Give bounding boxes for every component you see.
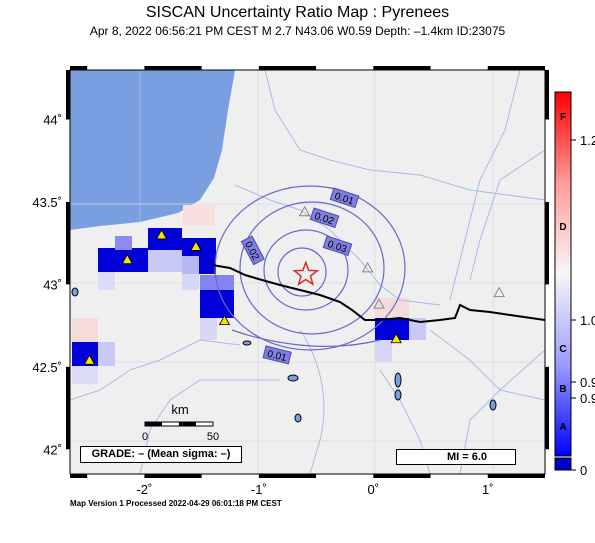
station-unused-icon: [361, 261, 374, 273]
colorbar-value: 0: [580, 463, 587, 478]
station-used-icon: [190, 240, 202, 251]
uncertainty-cells: [72, 205, 426, 384]
lat-tick-label: 44˚: [43, 112, 62, 127]
lat-tick-label: 42˚: [43, 442, 62, 457]
station-used-icon: [121, 253, 133, 265]
frame-segment: [487, 474, 545, 478]
station-used-icon: [83, 354, 96, 365]
unused-stations: [298, 205, 506, 309]
star-icon: [292, 260, 320, 286]
country-border: [211, 264, 545, 324]
frame-segment: [144, 474, 202, 478]
sea-area: [70, 70, 235, 230]
frame-segment: [70, 474, 88, 478]
frame-segment: [373, 474, 431, 478]
lon-tick-label: -2˚: [136, 482, 152, 497]
frame-segment: [258, 474, 317, 478]
grade-label: B: [559, 384, 566, 395]
colorbar-value: 0.9: [580, 391, 595, 406]
grade-label: F: [560, 112, 566, 123]
axis-tick-labels: -2˚ -1˚ 0˚ 1˚ 44˚ 43.5˚ 43˚ 42.5˚ 42˚: [32, 112, 493, 497]
contour-label: 0.01: [266, 349, 288, 364]
lat-tick-label: 43.5˚: [32, 195, 62, 210]
frame-segment: [258, 66, 317, 70]
map-footer: Map Version 1 Processed 2022-04-29 06:01…: [70, 499, 282, 508]
mi-legend: MI = 6.0: [396, 449, 516, 465]
station-unused-icon: [373, 298, 385, 309]
lakes: [71, 287, 497, 423]
colorbar-value: 0.9: [580, 375, 595, 390]
scale-bar: km 0 50: [142, 402, 219, 443]
station-unused-icon: [493, 286, 506, 298]
station-used-icon: [155, 229, 168, 240]
frame-segment: [70, 66, 88, 70]
mi-value: MI = 6.0: [447, 451, 488, 463]
frame-segment: [545, 201, 549, 285]
event-info: Apr 8, 2022 06:56:21 PM CEST M 2.7 N43.0…: [89, 24, 506, 38]
frame-border-ticks: [66, 66, 549, 478]
grade-label: D: [559, 222, 566, 233]
station-used-icon: [218, 314, 231, 326]
map-title: SISCAN Uncertainty Ratio Map : Pyrenees: [145, 4, 450, 21]
lat-tick-label: 43˚: [43, 277, 62, 292]
lat-tick-label: 42.5˚: [32, 360, 62, 375]
station-unused-icon: [298, 205, 311, 217]
station-used-icon: [390, 332, 402, 344]
frame-segment: [545, 366, 549, 450]
frame-segment: [144, 66, 202, 70]
colorbar-value: 1.2: [580, 133, 595, 148]
graticule: [70, 70, 545, 474]
used-stations: [83, 229, 402, 365]
grade-label: A: [559, 422, 566, 433]
grade-label-box: GRADE: – (Mean sigma: –): [80, 446, 242, 463]
frame-segment: [66, 201, 70, 285]
frame-segment: [487, 66, 545, 70]
scale-tick: 50: [207, 431, 219, 443]
lon-tick-label: -1˚: [251, 482, 267, 497]
uncertainty-contours: [214, 185, 406, 351]
frame-segment: [373, 66, 431, 70]
grade-label: C: [559, 344, 566, 355]
colorbar: F D C B A 1.2 1.0 0.9 0.9 0: [554, 91, 595, 478]
epicenter-marker: [292, 260, 320, 286]
frame-segment: [545, 70, 549, 120]
colorbar-value: 1.0: [580, 313, 595, 328]
frame-segment: [66, 70, 70, 120]
lon-tick-label: 1˚: [482, 482, 494, 497]
lon-tick-label: 0˚: [368, 482, 380, 497]
frame-segment: [66, 366, 70, 450]
scale-unit: km: [171, 402, 188, 417]
scale-tick: 0: [142, 431, 148, 443]
